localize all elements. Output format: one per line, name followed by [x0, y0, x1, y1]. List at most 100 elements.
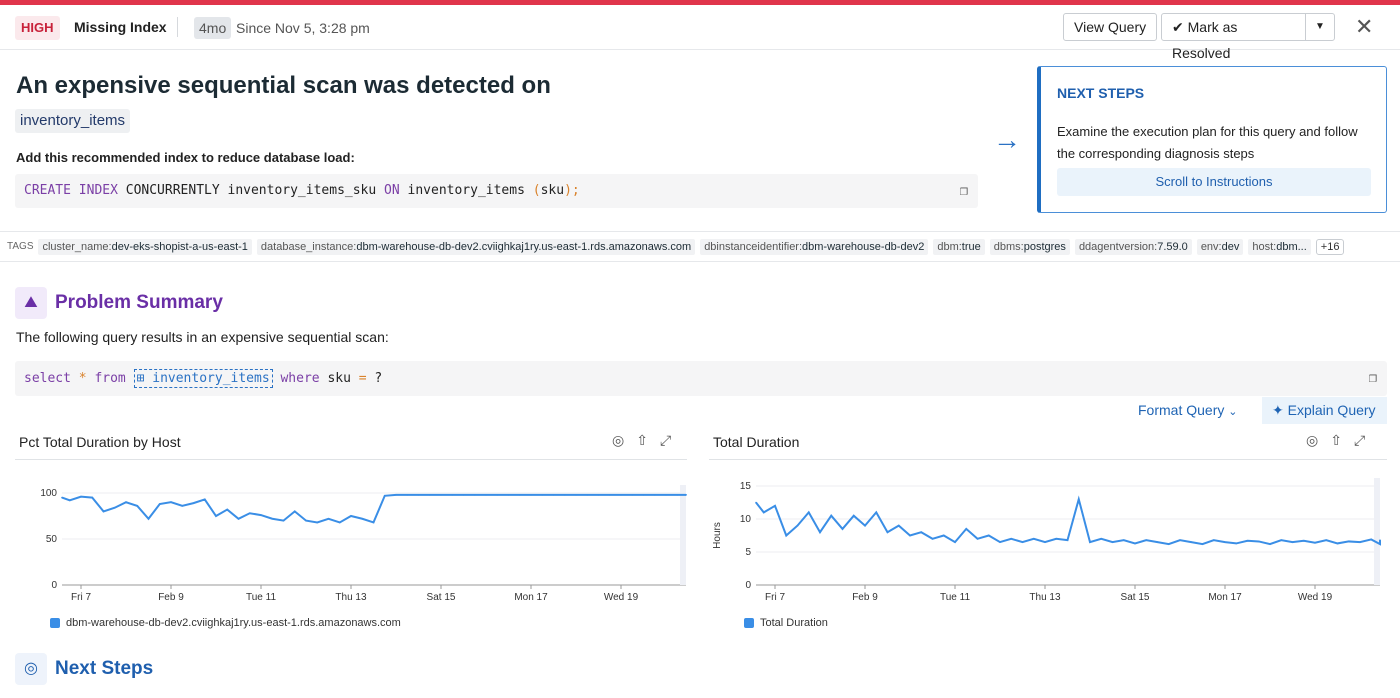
data-point: [1190, 541, 1193, 543]
data-point: [1145, 539, 1148, 541]
tag-chip[interactable]: dbinstanceidentifier:dbm-warehouse-db-de…: [700, 238, 929, 255]
data-point: [1347, 540, 1350, 543]
table-name-chip[interactable]: inventory_items: [15, 109, 131, 133]
data-point: [819, 531, 821, 533]
data-point: [897, 524, 900, 527]
x-tick-label: Sat 15: [427, 592, 456, 603]
data-point: [462, 494, 465, 496]
tag-list: cluster_name:dev-eks-shopist-a-us-east-1…: [38, 238, 1311, 255]
explain-query-button[interactable]: ✦ Explain Query: [1262, 397, 1387, 424]
search-icon[interactable]: ◎: [612, 432, 637, 448]
data-point: [999, 541, 1001, 543]
data-point: [1269, 543, 1271, 545]
y-tick-label: 50: [46, 534, 58, 545]
x-tick-label: Feb 9: [852, 592, 878, 603]
view-query-button[interactable]: View Query: [1063, 13, 1158, 41]
data-point: [192, 502, 195, 504]
data-point: [1021, 541, 1024, 543]
copy-icon[interactable]: ❐: [1368, 370, 1377, 386]
close-icon[interactable]: ✕: [1355, 14, 1374, 39]
recommendation-text: Add this recommended index to reduce dat…: [16, 150, 355, 165]
data-point: [1359, 541, 1361, 543]
data-point: [762, 511, 765, 514]
series-line: [755, 495, 1381, 546]
tag-value: dbm...: [1276, 240, 1307, 253]
data-point: [136, 505, 139, 507]
tag-key: ddagentversion:: [1078, 240, 1158, 253]
data-point: [237, 517, 240, 520]
data-point: [852, 514, 855, 517]
data-point: [226, 508, 229, 511]
table-reference-link[interactable]: ⊞ inventory_items: [133, 369, 273, 388]
expand-icon[interactable]: ⤢: [659, 432, 684, 448]
tag-chip[interactable]: host:dbm...: [1248, 238, 1311, 255]
copy-icon[interactable]: ❐: [959, 183, 968, 199]
tag-value: dbm-warehouse-db-dev2: [802, 240, 925, 253]
format-query-dropdown[interactable]: Format Query ⌄: [1138, 402, 1237, 418]
severity-bar: [0, 0, 1400, 5]
page-title: An expensive sequential scan was detecte…: [16, 72, 551, 99]
data-point: [1280, 539, 1283, 541]
data-point: [350, 515, 352, 517]
data-point: [1111, 541, 1114, 543]
divider: [177, 17, 178, 37]
data-point: [102, 510, 105, 513]
tag-chip[interactable]: dbms:postgres: [989, 238, 1070, 255]
header: [0, 5, 1400, 50]
data-point: [395, 494, 397, 496]
data-point: [1257, 540, 1260, 543]
sql-keyword: select: [24, 371, 71, 386]
data-point: [920, 531, 923, 533]
x-tick-label: Sat 15: [1121, 592, 1150, 603]
data-point: [1122, 539, 1125, 541]
data-point: [1336, 542, 1339, 545]
y-tick-label: 10: [740, 514, 752, 525]
tag-chip[interactable]: cluster_name:dev-eks-shopist-a-us-east-1: [38, 238, 252, 255]
tag-chip[interactable]: ddagentversion:7.59.0: [1074, 238, 1192, 255]
chart-pct-total-duration: 0 50 100 Fri 7 Feb 9 Tue 11 Thu 13 Sat 15 Mon 17…: [40, 485, 687, 603]
export-icon[interactable]: ⇧: [636, 432, 660, 448]
data-point: [1077, 498, 1080, 500]
tag-chip[interactable]: dbm:true: [933, 238, 985, 255]
scroll-to-instructions-button[interactable]: Scroll to Instructions: [1057, 168, 1371, 196]
chart-title: Total Duration: [713, 434, 800, 450]
tags-label: TAGS: [7, 241, 34, 252]
chart-total-duration: 0 5 10 15 Fri 7 Feb 9 Tue 11 Thu 13 Sat 15 Mon 17…: [712, 478, 1381, 603]
data-point: [1314, 541, 1316, 544]
data-point: [68, 499, 71, 502]
legend-item[interactable]: dbm-warehouse-db-dev2.cviighkaj1ry.us-ea…: [50, 617, 401, 629]
export-icon[interactable]: ⇧: [1330, 432, 1354, 448]
legend-item[interactable]: Total Duration: [744, 617, 828, 629]
legend-swatch: [744, 618, 754, 628]
series-line: [61, 493, 686, 524]
tag-value: 7.59.0: [1157, 240, 1188, 253]
data-point: [1291, 541, 1294, 543]
data-point: [608, 494, 611, 496]
legend-label: Total Duration: [760, 617, 828, 629]
sql-operator: =: [358, 371, 367, 386]
data-point: [338, 521, 341, 524]
data-point: [181, 505, 184, 507]
divider: [15, 459, 687, 460]
mark-resolved-button[interactable]: ✔ Mark as Resolved: [1162, 14, 1306, 61]
table-icon: ⊞: [136, 371, 153, 386]
problem-summary-heading: Problem Summary: [55, 292, 223, 313]
next-steps-icon: ◎: [15, 653, 47, 685]
data-point: [293, 510, 296, 513]
expand-icon[interactable]: ⤢: [1353, 432, 1378, 448]
data-point: [575, 494, 577, 496]
next-steps-heading: NEXT STEPS: [1057, 85, 1145, 101]
tag-key: env:: [1200, 240, 1222, 253]
data-point: [372, 521, 375, 524]
data-point: [830, 514, 833, 517]
sql-column: sku: [327, 371, 351, 386]
tag-chip[interactable]: database_instance:dbm-warehouse-db-dev2.…: [256, 238, 696, 255]
data-point: [552, 494, 555, 496]
data-point: [215, 515, 217, 517]
x-tick-label: Fri 7: [765, 592, 785, 603]
tag-chip[interactable]: env:dev: [1196, 238, 1244, 255]
more-tags-button[interactable]: +16: [1315, 238, 1345, 255]
caret-down-icon[interactable]: ▼: [1315, 21, 1325, 32]
data-point: [1100, 538, 1103, 540]
search-icon[interactable]: ◎: [1306, 432, 1331, 448]
